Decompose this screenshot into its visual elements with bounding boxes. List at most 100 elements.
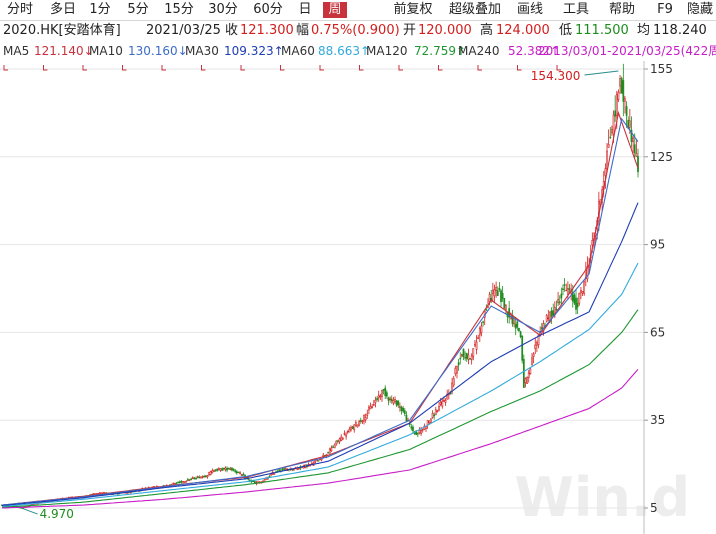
info-mine-marker[interactable]: [398, 65, 403, 71]
period-tab-intraday[interactable]: 分时: [6, 2, 33, 17]
candle-body: [190, 478, 193, 481]
candle-body: [353, 424, 356, 431]
candle-body: [384, 387, 387, 397]
info-mine-marker[interactable]: [438, 65, 443, 71]
y-tick-label: 65: [650, 325, 665, 339]
candle-body: [284, 468, 287, 470]
info-mine-marker[interactable]: [477, 65, 482, 71]
adjust-button[interactable]: 前复权: [393, 2, 433, 17]
info-mine-marker[interactable]: [240, 65, 245, 71]
candle-body: [536, 342, 538, 346]
overlay-button[interactable]: 超级叠加: [448, 2, 501, 17]
y-tick-label: 5: [650, 501, 658, 515]
info-mine-marker[interactable]: [3, 65, 8, 71]
candle-body: [405, 414, 408, 422]
candle-body: [204, 475, 207, 478]
period-tab-60min[interactable]: 60分: [253, 2, 283, 17]
info-mine-marker[interactable]: [161, 65, 166, 71]
ma10-value: 130.160↓: [128, 44, 188, 58]
ma30-value: 109.323↑: [224, 44, 284, 58]
period-tab-multiday[interactable]: 多日: [49, 2, 76, 17]
candle-body: [514, 324, 517, 329]
ma-line-ma30: [1, 202, 639, 507]
candle-body: [518, 327, 520, 332]
candle-body: [511, 314, 514, 325]
info-mine-marker[interactable]: [517, 65, 522, 71]
candle-body: [328, 448, 331, 454]
candle-body: [374, 399, 377, 404]
candle-body: [568, 288, 571, 290]
avg-label: 均: [637, 23, 651, 38]
candle-body: [491, 290, 494, 294]
low-pointer: [21, 507, 38, 515]
candle-body: [612, 114, 615, 135]
candle-body: [562, 288, 564, 290]
candle-body: [240, 474, 243, 476]
chart-area[interactable]: Win.d 5 35 65 95 125 155 154.300 4.970: [0, 61, 716, 534]
candle-body: [575, 297, 577, 310]
candle-body: [273, 473, 276, 475]
ma30-label: MA30: [185, 44, 219, 58]
candle-body: [576, 303, 579, 308]
period-tab-15min[interactable]: 15分: [164, 2, 194, 17]
hide-button[interactable]: 隐藏: [686, 2, 713, 17]
candle-body: [350, 427, 352, 431]
help-button[interactable]: 帮助: [608, 2, 635, 17]
period-tab-5min[interactable]: 5分: [127, 2, 149, 17]
info-mine-marker[interactable]: [280, 65, 285, 71]
close-value: 121.300: [240, 23, 294, 38]
candle-body: [578, 292, 581, 304]
candle-body: [441, 400, 444, 407]
tools-button[interactable]: 工具: [562, 2, 589, 17]
candle-body: [478, 328, 481, 336]
candle-body: [224, 467, 227, 470]
info-mine-marker[interactable]: [82, 65, 87, 71]
candle-body: [552, 310, 555, 316]
candle-body: [173, 483, 176, 485]
candle-body: [191, 477, 194, 479]
candle-body: [428, 420, 431, 424]
period-tab-week[interactable]: 周: [323, 2, 347, 18]
candle-body: [573, 294, 576, 304]
candle-body: [571, 291, 574, 302]
f9-button[interactable]: F9: [657, 2, 673, 17]
candle-body: [493, 289, 496, 297]
candle-body: [283, 468, 285, 470]
period-tab-1min[interactable]: 1分: [89, 2, 111, 17]
info-mine-marker[interactable]: [201, 65, 206, 71]
low-label: 低: [559, 23, 573, 38]
candle-body: [545, 315, 548, 322]
candle-body: [505, 305, 507, 311]
change-value: 0.75%(0.900): [311, 23, 400, 38]
info-mine-marker[interactable]: [556, 65, 561, 71]
period-tab-day[interactable]: 日: [298, 2, 312, 17]
candle-body: [583, 281, 586, 294]
candle-body: [519, 331, 522, 337]
draw-line-button[interactable]: 画线: [516, 2, 543, 17]
candle-body: [297, 467, 300, 470]
candle-body: [452, 378, 455, 386]
candle-body: [358, 421, 361, 426]
toolbar: 分时 多日 1分 5分 15分 30分 60分 日 周 前复权 超级叠加 画线 …: [0, 0, 716, 21]
info-mine-marker[interactable]: [319, 65, 324, 71]
candle-body: [604, 168, 607, 176]
candle-body: [356, 424, 359, 428]
info-mine-marker[interactable]: [359, 65, 364, 71]
candle-body: [465, 352, 468, 359]
info-mine-marker[interactable]: [122, 65, 127, 71]
candle-body: [624, 98, 626, 102]
price-chart[interactable]: Win.d 5 35 65 95 125 155 154.300 4.970: [0, 61, 716, 534]
info-mine-marker[interactable]: [43, 65, 48, 71]
candle-body: [516, 321, 519, 328]
candle-body: [500, 290, 502, 302]
date-range: 2013/03/01-2021/03/25(422周): [538, 44, 716, 58]
candle-body: [399, 406, 401, 408]
candle-body: [381, 390, 383, 398]
candle-body: [222, 467, 225, 470]
candle-body: [281, 468, 284, 471]
candle-body: [635, 152, 638, 157]
quote-info-bar: 2020.HK[安踏体育] 2021/03/25 收 121.300 幅 0.7…: [0, 21, 716, 41]
ma240-label: MA240: [458, 44, 500, 58]
y-tick-label: 35: [650, 413, 665, 427]
period-tab-30min[interactable]: 30分: [208, 2, 238, 17]
